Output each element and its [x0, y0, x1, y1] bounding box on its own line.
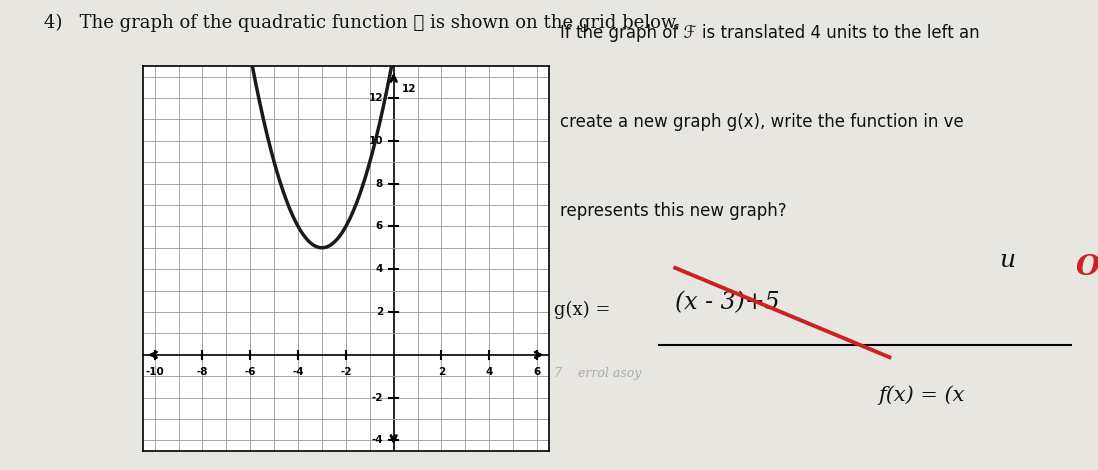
Text: -8: -8 — [197, 367, 209, 376]
Text: 12: 12 — [402, 84, 416, 94]
Text: 2: 2 — [438, 367, 445, 376]
Text: 7    errol asoy: 7 errol asoy — [554, 367, 642, 380]
Text: u: u — [999, 249, 1016, 272]
Text: 8: 8 — [376, 179, 383, 188]
Text: g(x) =: g(x) = — [554, 301, 617, 319]
Text: 10: 10 — [369, 136, 383, 146]
Text: -4: -4 — [371, 436, 383, 446]
Text: -4: -4 — [292, 367, 304, 376]
Text: If the graph of ℱ is translated 4 units to the left an: If the graph of ℱ is translated 4 units … — [560, 24, 979, 41]
Text: 12: 12 — [369, 93, 383, 103]
Text: O: O — [1076, 254, 1098, 281]
Text: f(x) = (x: f(x) = (x — [878, 385, 965, 405]
Text: 4: 4 — [376, 264, 383, 274]
Text: create a new graph g(x), write the function in ve: create a new graph g(x), write the funct… — [560, 113, 964, 131]
Text: -10: -10 — [145, 367, 164, 376]
Text: 6: 6 — [534, 367, 540, 376]
Text: 4)   The graph of the quadratic function ℱ is shown on the grid below.: 4) The graph of the quadratic function ℱ… — [44, 14, 680, 32]
Text: (x - 3)+5: (x - 3)+5 — [675, 291, 780, 314]
Text: 4: 4 — [485, 367, 493, 376]
Text: -2: -2 — [340, 367, 351, 376]
Text: represents this new graph?: represents this new graph? — [560, 202, 786, 220]
Text: 6: 6 — [376, 221, 383, 231]
Text: -6: -6 — [245, 367, 256, 376]
Text: 2: 2 — [376, 307, 383, 317]
Text: -2: -2 — [371, 392, 383, 403]
